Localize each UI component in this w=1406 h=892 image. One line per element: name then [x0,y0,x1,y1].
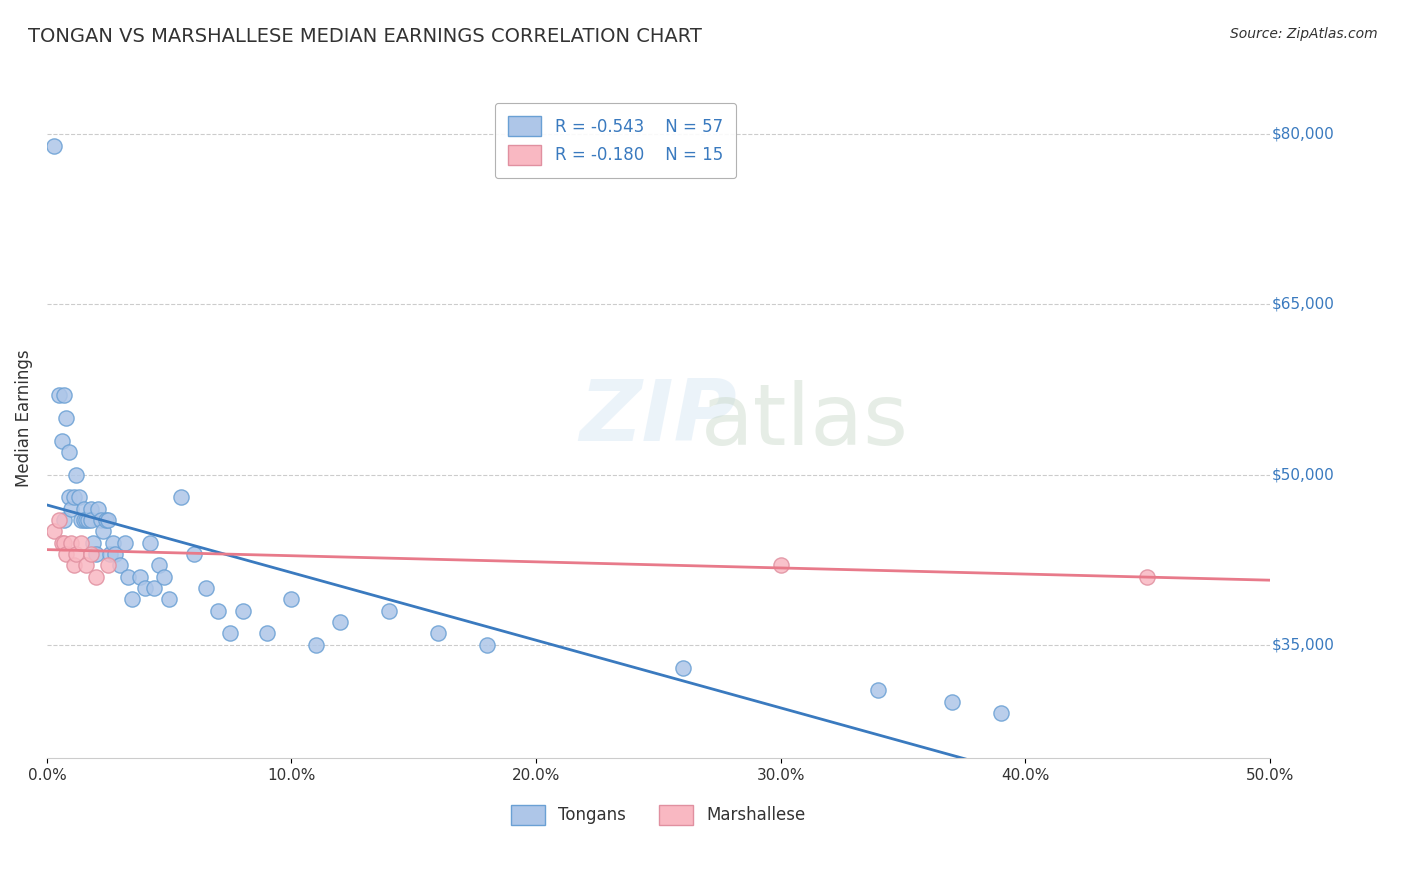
Point [232,604,254,618]
Point [87,501,110,516]
Point [65,467,87,482]
Point [80,547,103,561]
Point [157,592,180,607]
Text: ZIP: ZIP [579,376,737,459]
Point [378,604,401,618]
Point [117,570,139,584]
Point [80,501,103,516]
Point [51,535,73,549]
Point [138,535,160,549]
Point [475,638,498,652]
Text: $65,000: $65,000 [1272,297,1336,312]
Point [58,445,80,459]
Point [75,513,97,527]
Point [97,513,120,527]
Point [55,547,77,561]
Point [143,581,166,595]
Point [219,626,242,640]
Point [55,410,77,425]
Point [94,513,117,527]
Point [65,547,87,561]
Point [51,434,73,448]
Point [44,524,66,539]
Point [72,513,94,527]
Point [427,626,450,640]
Point [75,558,97,573]
Point [305,638,328,652]
Point [72,501,94,516]
Point [90,513,112,527]
Point [207,604,229,618]
Point [48,513,70,527]
Point [70,535,93,549]
Point [100,547,122,561]
Point [48,388,70,402]
Point [62,491,84,505]
Point [672,660,695,674]
Point [110,558,132,573]
Point [990,706,1012,720]
Text: $35,000: $35,000 [1272,637,1336,652]
Point [53,388,76,402]
Point [121,592,143,607]
Point [77,513,100,527]
Point [128,570,150,584]
Legend: Tongans, Marshallese: Tongans, Marshallese [505,798,811,831]
Y-axis label: Median Earnings: Median Earnings [15,349,32,487]
Point [1136,570,1159,584]
Text: $50,000: $50,000 [1272,467,1334,482]
Point [58,491,80,505]
Point [280,592,302,607]
Point [44,138,66,153]
Point [60,535,83,549]
Point [97,558,120,573]
Point [84,570,107,584]
Point [91,524,114,539]
Point [82,535,104,549]
Point [53,535,76,549]
Point [148,558,170,573]
Point [84,547,107,561]
Text: $80,000: $80,000 [1272,127,1334,142]
Point [70,513,93,527]
Point [941,695,963,709]
Point [153,570,176,584]
Point [60,501,83,516]
Point [183,547,205,561]
Point [329,615,352,629]
Point [769,558,792,573]
Text: atlas: atlas [702,380,910,463]
Text: TONGAN VS MARSHALLESE MEDIAN EARNINGS CORRELATION CHART: TONGAN VS MARSHALLESE MEDIAN EARNINGS CO… [28,27,702,45]
Point [80,513,103,527]
Point [868,683,890,698]
Point [67,491,90,505]
Point [53,513,76,527]
Point [134,581,156,595]
Text: Source: ZipAtlas.com: Source: ZipAtlas.com [1230,27,1378,41]
Point [170,491,193,505]
Point [256,626,278,640]
Point [62,558,84,573]
Point [194,581,217,595]
Point [101,535,124,549]
Point [104,547,127,561]
Point [114,535,136,549]
